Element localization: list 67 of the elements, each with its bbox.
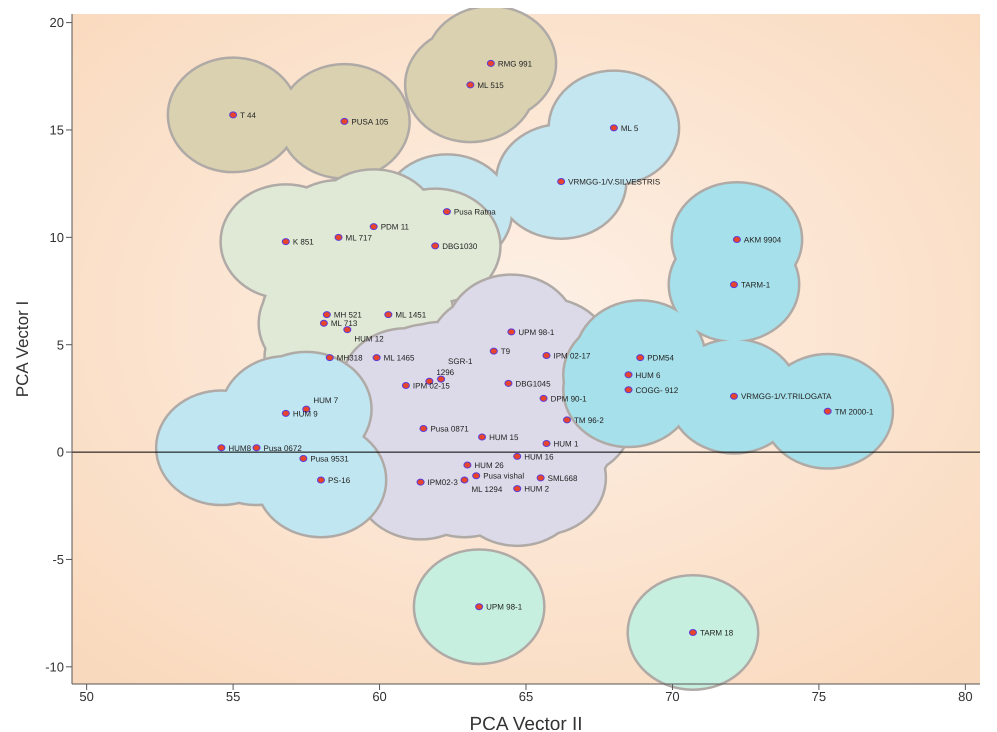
y-tick-label: 10: [50, 230, 64, 245]
annotation: VRMGG-1/V.SILVESTRIS: [568, 178, 660, 186]
annotation: SGR-1: [448, 357, 474, 366]
annotation: MH318: [336, 354, 364, 363]
annotation: ML 1294: [471, 484, 503, 494]
annotation: ML 515: [477, 80, 504, 90]
annotation: 1296: [436, 368, 455, 378]
annotation: HUM 26: [474, 460, 504, 470]
annotation: HUM 1: [554, 439, 579, 448]
annotation: UPM 98-1: [518, 328, 555, 337]
x-axis-title: PCA Vector II: [470, 714, 582, 732]
annotation: IPM 02-17: [554, 351, 591, 360]
x-tick-label: 60: [372, 689, 387, 704]
y-tick-label: 0: [56, 444, 64, 460]
y-tick-label: 15: [50, 122, 64, 138]
annotation: Pusa Ratna: [454, 208, 496, 217]
annotation: HUM 15: [489, 433, 519, 442]
annotation: IPM 02-15: [412, 382, 450, 391]
annotation: PDM 11: [380, 222, 410, 232]
annotation: Pusa 0871: [430, 424, 470, 434]
annotation: Pusa vishal: [483, 472, 524, 481]
annotation: HUM 16: [524, 452, 554, 462]
annotation: TM 96-2: [574, 416, 604, 425]
annotation: IPM02-3: [428, 478, 458, 488]
annotation: HUM8: [228, 444, 252, 453]
annotation: HUM 12: [354, 334, 384, 344]
annotation: DBG1030: [442, 242, 478, 251]
annotation: TARM-1: [740, 280, 771, 290]
annotation: COGG- 912: [636, 386, 679, 395]
x-tick-label: 80: [958, 689, 973, 704]
annotation: TM 2000-1: [834, 407, 874, 416]
y-tick-label: -5: [52, 552, 64, 568]
annotation: VRMGG-1/V.TRILOGATA: [740, 392, 832, 402]
annotation: ML 1465: [384, 354, 416, 363]
annotation: Pusa 9531: [310, 454, 350, 464]
annotation: HUM 2: [524, 484, 550, 494]
y-tick-label: 20: [50, 15, 64, 30]
y-tick-label: -10: [45, 659, 64, 674]
x-tick-label: 55: [226, 689, 240, 704]
annotation: ML 717: [346, 233, 372, 242]
annotation: UPM 98-1: [486, 602, 523, 612]
annotation: ML 5: [620, 124, 639, 133]
annotation: RMG 991: [498, 59, 533, 68]
annotation: HUM 9: [292, 409, 318, 418]
annotation: TARM 18: [700, 628, 734, 638]
annotation: AKM 9904: [744, 235, 782, 244]
y-axis-title: PCA Vector I: [13, 300, 32, 398]
annotation: T 44: [240, 110, 257, 120]
annotation: DBG1045: [515, 379, 552, 388]
annotation: MH 521: [334, 310, 362, 320]
annotation: ML 1451: [395, 310, 427, 320]
annotation: HUM 7: [313, 396, 339, 406]
annotation: PS-16: [328, 476, 351, 485]
x-tick-label: 70: [665, 689, 680, 704]
x-tick-label: 50: [79, 689, 94, 704]
y-tick-label: 5: [56, 337, 64, 352]
x-tick-label: 75: [812, 689, 826, 704]
annotation: ML 713: [330, 319, 358, 328]
annotation: PUSA 105: [351, 117, 389, 126]
annotation: SML668: [548, 474, 578, 483]
x-tick-label: 65: [518, 689, 534, 704]
annotation: DPM 90-1: [550, 394, 588, 404]
annotation: T9: [500, 347, 511, 356]
annotation: PDM54: [647, 354, 674, 363]
annotation: K 851: [292, 238, 314, 247]
annotation: HUM 6: [636, 370, 661, 380]
annotation: Pusa 0672: [264, 444, 302, 453]
